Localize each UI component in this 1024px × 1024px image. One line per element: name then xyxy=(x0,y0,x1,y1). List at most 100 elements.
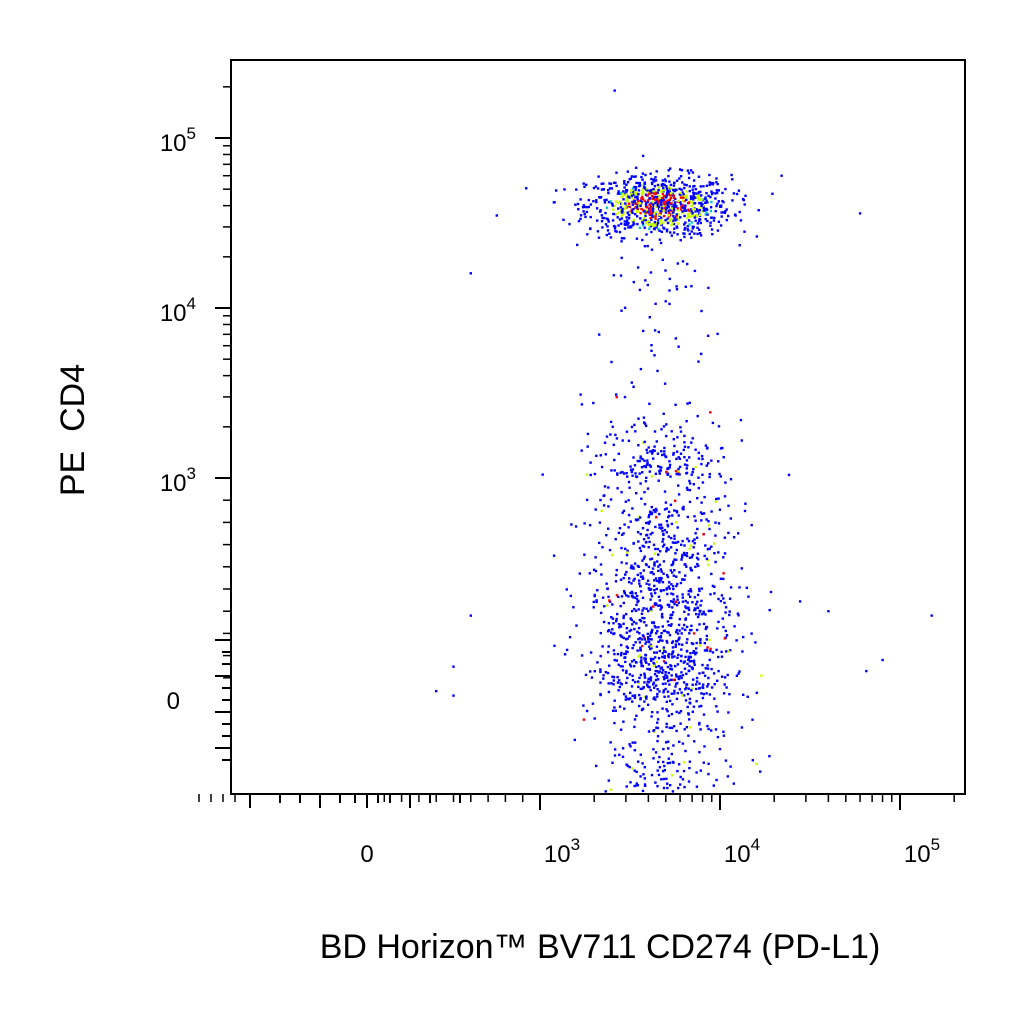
event-point xyxy=(672,598,675,601)
event-point xyxy=(650,557,654,560)
event-point xyxy=(670,641,674,644)
event-point xyxy=(657,186,661,189)
event-point xyxy=(685,672,688,675)
event-point xyxy=(746,695,749,698)
event-point xyxy=(679,196,683,199)
event-point xyxy=(623,180,626,183)
event-point xyxy=(738,670,741,673)
event-point xyxy=(621,202,624,206)
event-point xyxy=(623,223,627,226)
event-point xyxy=(626,764,629,768)
event-point xyxy=(663,183,666,187)
event-point xyxy=(692,193,695,196)
event-point xyxy=(685,606,688,610)
event-point xyxy=(695,603,698,606)
event-point xyxy=(675,457,678,461)
event-point xyxy=(649,450,652,453)
event-point xyxy=(743,230,746,233)
event-point xyxy=(666,204,670,207)
event-point xyxy=(612,649,616,652)
event-point xyxy=(654,669,657,673)
event-point xyxy=(695,192,698,195)
event-point xyxy=(666,190,670,193)
event-point xyxy=(662,201,666,204)
event-point xyxy=(685,190,689,193)
event-point xyxy=(662,669,665,672)
event-point xyxy=(541,473,544,476)
x-tick-label: 103 xyxy=(544,835,580,868)
event-point xyxy=(625,594,628,597)
event-point xyxy=(692,214,695,217)
event-point xyxy=(655,602,658,606)
event-point xyxy=(657,205,661,208)
event-point xyxy=(706,334,710,337)
event-point xyxy=(696,497,699,500)
event-point xyxy=(651,203,655,207)
event-point xyxy=(675,558,678,561)
event-point xyxy=(679,216,682,219)
event-point xyxy=(618,753,621,756)
event-point xyxy=(634,641,637,644)
event-point xyxy=(615,617,618,621)
event-point xyxy=(664,200,668,203)
event-point xyxy=(680,169,684,172)
event-point xyxy=(683,228,686,231)
event-point xyxy=(592,606,595,609)
event-point xyxy=(612,679,615,682)
event-point xyxy=(671,571,674,574)
event-point xyxy=(644,173,647,177)
event-point xyxy=(688,500,692,504)
event-point xyxy=(650,715,653,718)
event-point xyxy=(657,665,661,668)
event-point xyxy=(658,766,662,769)
event-point xyxy=(670,234,673,237)
event-point xyxy=(688,664,691,668)
event-point xyxy=(706,559,709,562)
event-point xyxy=(653,190,656,194)
event-point xyxy=(632,221,635,224)
event-point xyxy=(611,219,615,222)
event-point xyxy=(615,395,618,399)
event-point xyxy=(640,612,644,615)
event-point xyxy=(691,171,695,174)
event-point xyxy=(633,784,636,788)
event-point xyxy=(642,686,645,689)
event-point xyxy=(670,678,673,682)
event-point xyxy=(658,523,661,526)
event-point xyxy=(722,692,726,695)
event-point xyxy=(625,190,628,193)
event-point xyxy=(663,655,666,658)
event-point xyxy=(702,610,705,613)
event-point xyxy=(596,589,599,592)
event-point xyxy=(678,740,681,743)
event-point xyxy=(715,705,718,708)
event-point xyxy=(666,201,669,204)
event-point xyxy=(649,465,652,468)
event-point xyxy=(666,199,669,202)
event-point xyxy=(653,196,656,199)
event-point xyxy=(675,548,678,552)
event-point xyxy=(662,209,665,213)
event-point xyxy=(635,181,638,185)
event-point xyxy=(693,208,696,211)
event-point xyxy=(642,569,645,572)
event-point xyxy=(634,193,637,196)
event-point xyxy=(660,466,663,469)
event-point xyxy=(656,785,659,788)
event-point xyxy=(675,215,678,218)
event-point xyxy=(710,667,713,671)
event-point xyxy=(635,714,638,717)
event-point xyxy=(671,600,675,604)
event-point xyxy=(709,221,712,224)
event-point xyxy=(700,204,703,207)
event-point xyxy=(685,486,689,490)
event-point xyxy=(690,556,694,559)
event-point xyxy=(563,188,566,191)
event-point xyxy=(682,769,686,773)
event-point xyxy=(695,647,698,650)
event-point xyxy=(688,232,691,236)
event-point xyxy=(723,536,726,539)
event-point xyxy=(652,729,655,732)
event-point xyxy=(690,210,693,213)
